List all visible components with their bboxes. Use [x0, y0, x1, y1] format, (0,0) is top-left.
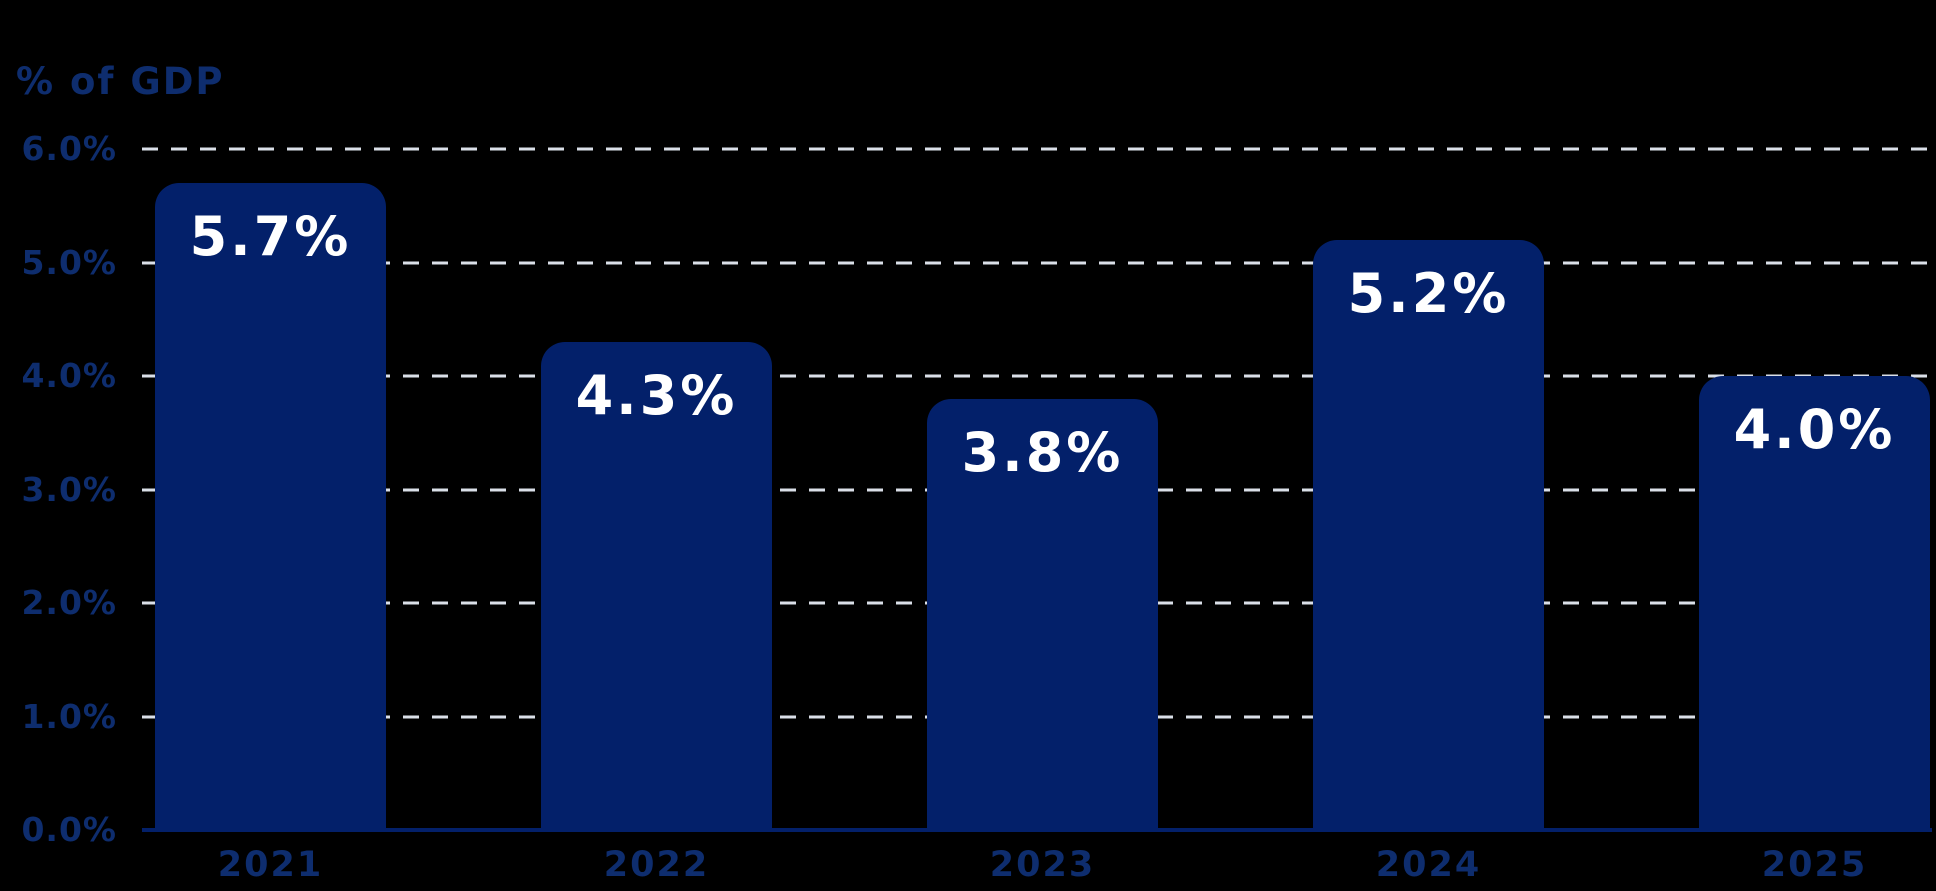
gridline	[142, 261, 1932, 264]
bar-2023: 3.8%	[927, 398, 1158, 830]
bar-2024: 5.2%	[1313, 239, 1544, 830]
x-axis-tick-label: 2024	[1375, 845, 1482, 885]
x-axis-tick-label: 2022	[603, 845, 710, 885]
x-axis-tick-label: 2021	[217, 845, 324, 885]
y-axis-tick-label: 1.0%	[21, 697, 117, 736]
y-axis-tick-label: 4.0%	[21, 356, 117, 395]
x-axis-tick-labels: 2021 2022 2023 2024 2025	[155, 845, 1930, 885]
x-axis-tick-label: 2025	[1761, 845, 1868, 885]
y-axis-tick-label: 3.0%	[21, 470, 117, 509]
bars-container: 5.7% 4.3% 3.8% 5.2% 4.0%	[155, 149, 1930, 830]
gridline	[142, 374, 1932, 378]
y-axis-tick-label: 6.0%	[21, 129, 117, 168]
gridline	[142, 147, 1932, 151]
bar-2022: 4.3%	[541, 341, 772, 830]
chart-title: % of GDP	[16, 60, 225, 103]
bar-value-label: 4.0%	[1733, 398, 1896, 461]
bar-value-label: 5.2%	[1347, 261, 1510, 325]
bar-value-label: 3.8%	[961, 420, 1124, 484]
bar-2021: 5.7%	[155, 183, 386, 830]
bar-2025: 4.0%	[1699, 376, 1930, 830]
bar-value-label: 4.3%	[575, 363, 738, 427]
bar-value-label: 5.7%	[189, 205, 352, 269]
y-axis-tick-label: 0.0%	[21, 810, 117, 849]
y-axis-tick-label: 5.0%	[21, 243, 117, 282]
x-axis-tick-label: 2023	[989, 845, 1096, 885]
x-axis-line	[142, 828, 1932, 832]
y-axis-tick-label: 2.0%	[21, 583, 117, 622]
